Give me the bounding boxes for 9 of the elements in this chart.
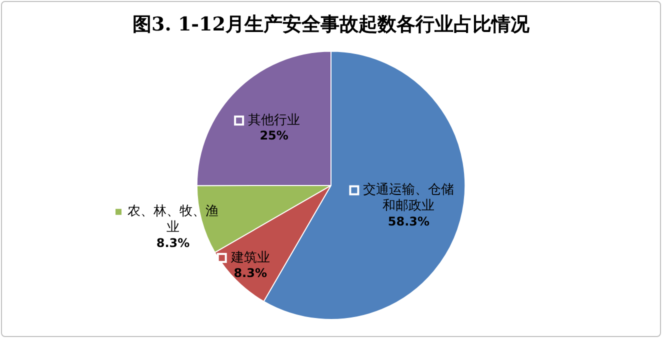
legend-label: 建筑业 [230, 250, 270, 266]
data-label: 58.3% [388, 214, 430, 228]
legend-label: 交通运输、仓储和邮政业 [363, 182, 454, 214]
data-label: 25% [260, 128, 288, 143]
data-label: 8.3% [234, 266, 267, 280]
legend-label: 其他行业 [248, 112, 300, 128]
legend-label: 农、林、牧、渔业 [128, 204, 219, 236]
chart-title: 图3. 1-12月生产安全事故起数各行业占比情况 [132, 13, 530, 36]
data-label: 8.3% [156, 236, 190, 250]
